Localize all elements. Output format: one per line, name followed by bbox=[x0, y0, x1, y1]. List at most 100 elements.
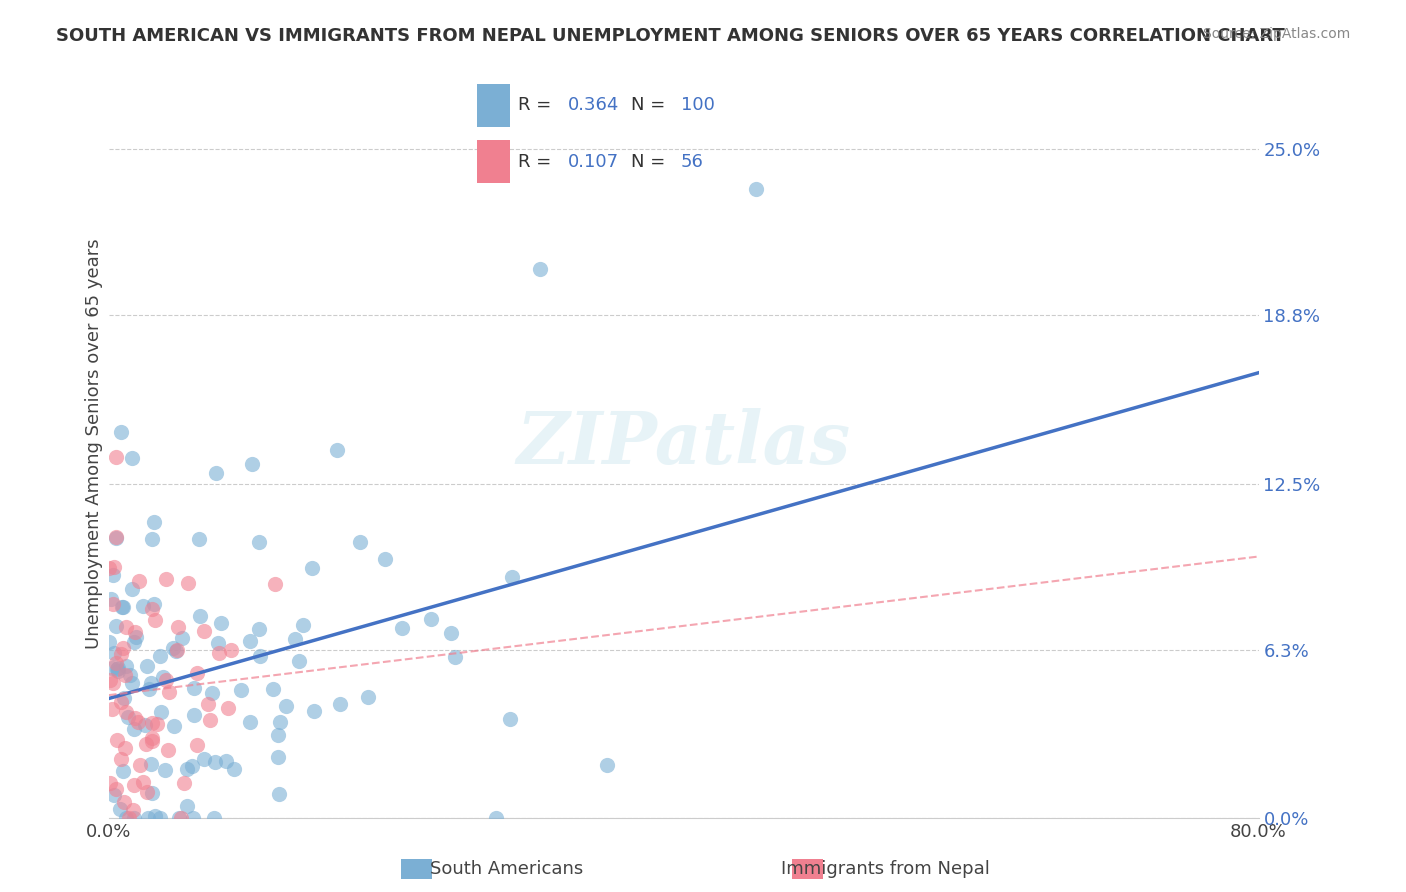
South Americans bbox=[139, 675, 162, 690]
Immigrants from Nepal bbox=[101, 675, 124, 690]
South Americans bbox=[242, 457, 264, 471]
South Americans bbox=[121, 582, 143, 597]
Immigrants from Nepal bbox=[114, 668, 136, 682]
Immigrants from Nepal bbox=[98, 776, 121, 790]
Immigrants from Nepal bbox=[111, 640, 134, 655]
South Americans bbox=[101, 661, 124, 675]
South Americans bbox=[111, 764, 134, 779]
South Americans bbox=[121, 675, 143, 690]
South Americans bbox=[744, 182, 766, 196]
South Americans bbox=[596, 758, 619, 772]
Immigrants from Nepal bbox=[127, 714, 149, 729]
South Americans bbox=[143, 516, 166, 530]
South Americans bbox=[150, 705, 173, 719]
Immigrants from Nepal bbox=[141, 602, 163, 616]
Text: South Americans: South Americans bbox=[430, 860, 582, 878]
Immigrants from Nepal bbox=[166, 620, 188, 634]
South Americans bbox=[207, 636, 229, 650]
South Americans bbox=[499, 712, 522, 726]
Immigrants from Nepal bbox=[105, 732, 128, 747]
South Americans bbox=[485, 812, 508, 826]
South Americans bbox=[98, 635, 121, 649]
South Americans bbox=[149, 648, 172, 663]
South Americans bbox=[391, 622, 413, 636]
Immigrants from Nepal bbox=[104, 656, 127, 670]
South Americans bbox=[104, 531, 127, 545]
South Americans bbox=[138, 812, 160, 826]
South Americans bbox=[105, 619, 128, 633]
Immigrants from Nepal bbox=[132, 775, 155, 789]
South Americans bbox=[214, 754, 236, 768]
South Americans bbox=[204, 755, 226, 769]
Immigrants from Nepal bbox=[104, 782, 127, 797]
South Americans bbox=[304, 704, 326, 718]
Y-axis label: Unemployment Among Seniors over 65 years: Unemployment Among Seniors over 65 years bbox=[86, 238, 103, 648]
Text: SOUTH AMERICAN VS IMMIGRANTS FROM NEPAL UNEMPLOYMENT AMONG SENIORS OVER 65 YEARS: SOUTH AMERICAN VS IMMIGRANTS FROM NEPAL … bbox=[56, 27, 1285, 45]
South Americans bbox=[107, 664, 129, 678]
Immigrants from Nepal bbox=[101, 597, 124, 611]
South Americans bbox=[239, 714, 262, 729]
Immigrants from Nepal bbox=[128, 757, 150, 772]
Immigrants from Nepal bbox=[157, 742, 180, 756]
South Americans bbox=[149, 812, 172, 826]
Immigrants from Nepal bbox=[135, 785, 157, 799]
South Americans bbox=[374, 552, 396, 566]
Immigrants from Nepal bbox=[124, 624, 146, 639]
South Americans bbox=[110, 425, 132, 439]
South Americans bbox=[183, 707, 205, 722]
South Americans bbox=[139, 757, 162, 772]
Immigrants from Nepal bbox=[155, 572, 177, 586]
Immigrants from Nepal bbox=[105, 450, 128, 464]
South Americans bbox=[103, 647, 125, 661]
South Americans bbox=[120, 667, 142, 681]
South Americans bbox=[115, 812, 138, 826]
South Americans bbox=[176, 762, 198, 776]
South Americans bbox=[112, 599, 135, 614]
Immigrants from Nepal bbox=[110, 752, 132, 766]
South Americans bbox=[301, 561, 323, 575]
Immigrants from Nepal bbox=[135, 737, 157, 751]
Immigrants from Nepal bbox=[155, 673, 177, 687]
Immigrants from Nepal bbox=[122, 803, 145, 817]
Immigrants from Nepal bbox=[186, 738, 208, 752]
Immigrants from Nepal bbox=[105, 530, 128, 544]
South Americans bbox=[180, 759, 202, 773]
South Americans bbox=[202, 812, 225, 826]
South Americans bbox=[112, 691, 135, 706]
South Americans bbox=[357, 690, 380, 704]
South Americans bbox=[187, 532, 209, 546]
South Americans bbox=[163, 719, 186, 733]
Immigrants from Nepal bbox=[141, 734, 163, 748]
Immigrants from Nepal bbox=[103, 560, 125, 574]
Immigrants from Nepal bbox=[115, 705, 138, 719]
Immigrants from Nepal bbox=[98, 560, 121, 574]
South Americans bbox=[155, 763, 177, 777]
Immigrants from Nepal bbox=[143, 613, 166, 627]
South Americans bbox=[267, 728, 290, 742]
Immigrants from Nepal bbox=[177, 576, 200, 591]
South Americans bbox=[420, 612, 443, 626]
Immigrants from Nepal bbox=[208, 646, 231, 660]
South Americans bbox=[209, 616, 232, 631]
South Americans bbox=[107, 661, 129, 675]
South Americans bbox=[176, 799, 198, 814]
South Americans bbox=[101, 567, 124, 582]
South Americans bbox=[247, 535, 270, 549]
South Americans bbox=[183, 681, 205, 695]
South Americans bbox=[529, 262, 551, 277]
South Americans bbox=[117, 710, 139, 724]
South Americans bbox=[262, 682, 284, 697]
South Americans bbox=[125, 630, 148, 644]
South Americans bbox=[134, 717, 156, 731]
South Americans bbox=[501, 570, 523, 584]
South Americans bbox=[349, 534, 371, 549]
South Americans bbox=[124, 723, 146, 737]
South Americans bbox=[103, 789, 125, 803]
Immigrants from Nepal bbox=[170, 812, 193, 826]
South Americans bbox=[239, 634, 262, 648]
Immigrants from Nepal bbox=[166, 643, 188, 657]
Text: Immigrants from Nepal: Immigrants from Nepal bbox=[782, 860, 990, 878]
Immigrants from Nepal bbox=[110, 695, 132, 709]
South Americans bbox=[172, 631, 194, 645]
Immigrants from Nepal bbox=[141, 731, 163, 745]
